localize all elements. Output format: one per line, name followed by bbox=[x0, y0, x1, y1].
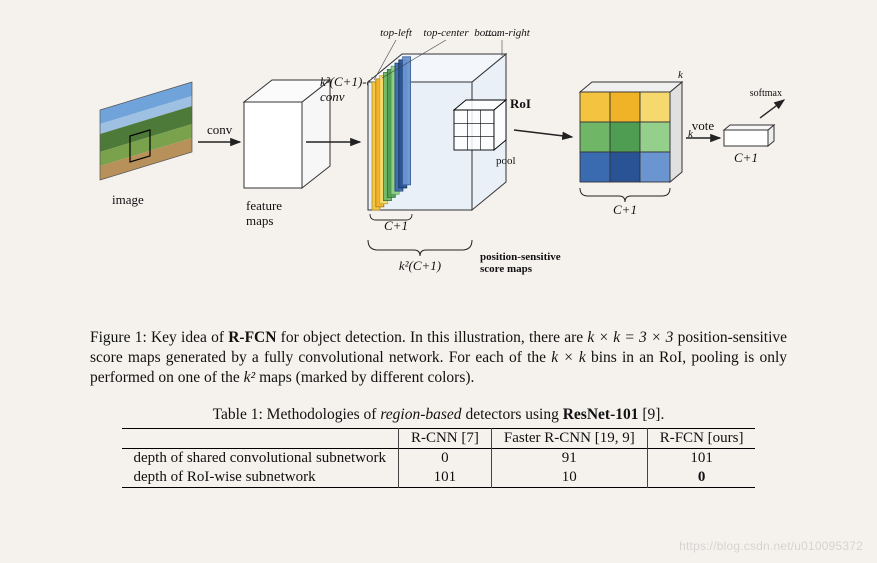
svg-text:pool: pool bbox=[496, 155, 516, 167]
fig-txt-5: maps (marked by different colors). bbox=[255, 369, 474, 386]
fig-txt-2: for object detection. In this illustrati… bbox=[276, 329, 587, 346]
svg-text:bottom-right: bottom-right bbox=[474, 27, 531, 39]
tcap-3: [9]. bbox=[639, 406, 665, 423]
page-root: image conv featuremaps k²(C+1)-dconv RoI pool… bbox=[0, 0, 877, 498]
fig-expr-2: k × k bbox=[551, 349, 586, 366]
table-row: depth of shared convolutional subnetwork… bbox=[122, 449, 756, 469]
row0-v1: 91 bbox=[491, 449, 647, 469]
svg-text:image: image bbox=[112, 192, 144, 207]
row1-v0: 101 bbox=[398, 468, 491, 488]
th-rfcn: R-FCN [ours] bbox=[647, 429, 755, 449]
row0-label: depth of shared convolutional subnetwork bbox=[122, 449, 399, 469]
figure-caption: Figure 1: Key idea of R-FCN for object d… bbox=[90, 328, 787, 388]
methodology-table: R-CNN [7] Faster R-CNN [19, 9] R-FCN [ou… bbox=[122, 428, 756, 488]
architecture-diagram: image conv featuremaps k²(C+1)-dconv RoI pool… bbox=[90, 20, 787, 320]
tcap-ital: region-based bbox=[380, 406, 461, 423]
svg-text:conv: conv bbox=[207, 122, 233, 137]
svg-text:C+1: C+1 bbox=[613, 202, 637, 217]
fig-expr-3: k² bbox=[244, 369, 256, 386]
watermark-text: https://blog.csdn.net/u010095372 bbox=[679, 539, 863, 553]
th-rcnn: R-CNN [7] bbox=[398, 429, 491, 449]
svg-text:softmax: softmax bbox=[750, 88, 782, 99]
row0-v2: 101 bbox=[647, 449, 755, 469]
th-blank bbox=[122, 429, 399, 449]
table-row: depth of RoI-wise subnetwork 101 10 0 bbox=[122, 468, 756, 488]
svg-text:k²(C+1)-dconv: k²(C+1)-dconv bbox=[320, 74, 374, 104]
table-caption: Table 1: Methodologies of region-based d… bbox=[90, 406, 787, 424]
fig-txt-1: Figure 1: Key idea of bbox=[90, 329, 228, 346]
tcap-1: Table 1: Methodologies of bbox=[213, 406, 381, 423]
fig-bold: R-FCN bbox=[228, 329, 276, 346]
svg-text:k: k bbox=[678, 69, 684, 81]
svg-text:featuremaps: featuremaps bbox=[246, 198, 282, 228]
row1-v1: 10 bbox=[491, 468, 647, 488]
svg-text:vote: vote bbox=[692, 118, 715, 133]
row1-label: depth of RoI-wise subnetwork bbox=[122, 468, 399, 488]
row0-v0: 0 bbox=[398, 449, 491, 469]
svg-text:RoI: RoI bbox=[510, 96, 531, 111]
row1-v2: 0 bbox=[647, 468, 755, 488]
svg-text:k²(C+1): k²(C+1) bbox=[399, 258, 441, 273]
svg-text:top-center: top-center bbox=[423, 27, 469, 39]
svg-text:top-left: top-left bbox=[380, 27, 413, 39]
fig-expr-1: k × k = 3 × 3 bbox=[587, 329, 673, 346]
th-faster: Faster R-CNN [19, 9] bbox=[491, 429, 647, 449]
table-header-row: R-CNN [7] Faster R-CNN [19, 9] R-FCN [ou… bbox=[122, 429, 756, 449]
svg-text:C+1: C+1 bbox=[734, 150, 758, 165]
tcap-bold: ResNet-101 bbox=[563, 406, 639, 423]
tcap-2: detectors using bbox=[462, 406, 563, 423]
row1-v2-bold: 0 bbox=[698, 469, 706, 485]
svg-text:position-sensitivescore maps: position-sensitivescore maps bbox=[480, 251, 561, 275]
